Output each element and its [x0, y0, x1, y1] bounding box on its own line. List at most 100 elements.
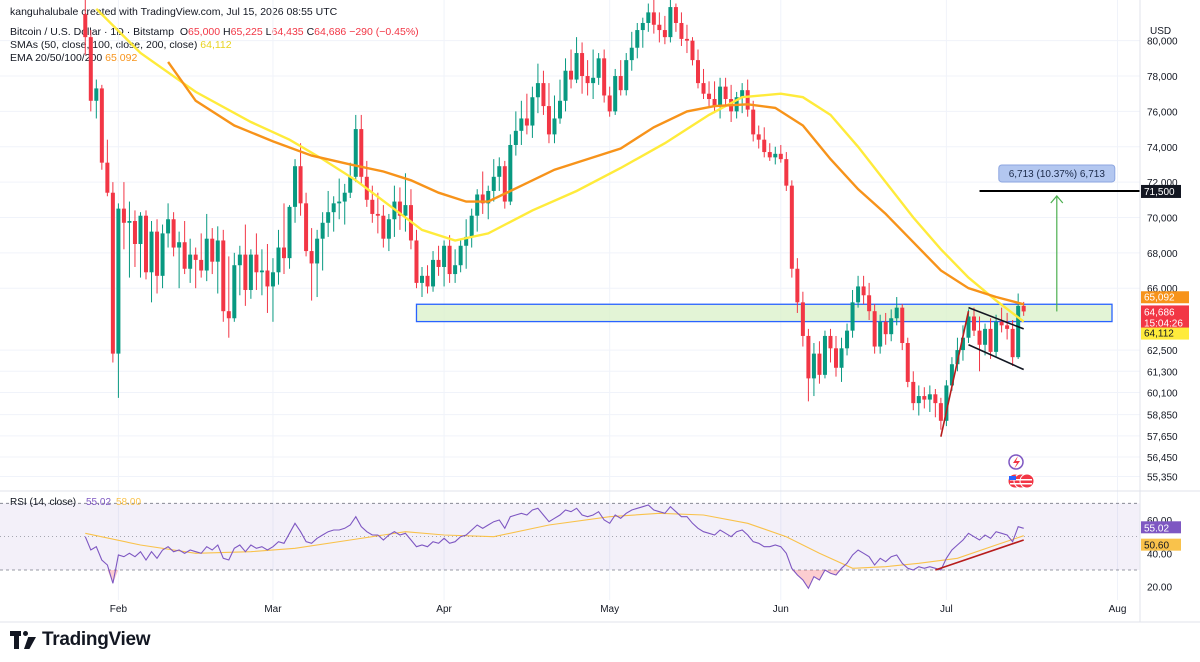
moving-averages	[95, 7, 1025, 323]
candle-body	[960, 337, 965, 351]
candle-body	[955, 350, 960, 365]
candle-body	[745, 90, 750, 110]
rsi-tick-label: 40.00	[1147, 549, 1172, 560]
candle-body	[900, 307, 905, 344]
candle-body	[546, 106, 551, 135]
candle-body	[160, 233, 165, 276]
y-tick-label: 70,000	[1147, 213, 1178, 224]
candle-body	[795, 268, 800, 303]
candle-body	[679, 22, 684, 39]
candle-body	[938, 403, 943, 421]
rsi-ma-side-text: 50.60	[1144, 541, 1169, 552]
candle-body	[972, 316, 976, 331]
tradingview-logo-icon	[10, 631, 36, 649]
candle-body	[453, 265, 458, 275]
candle-body	[585, 76, 590, 84]
candle-body	[475, 194, 480, 216]
candle-body	[541, 83, 546, 107]
candle-body	[480, 194, 485, 204]
candle-body	[442, 245, 447, 267]
candle-body	[138, 215, 143, 244]
candle-body	[894, 307, 899, 319]
ema-legend[interactable]: EMA 20/50/100/200 65,092	[10, 51, 137, 65]
candle-body	[591, 77, 596, 84]
candle-body	[552, 118, 557, 135]
candle-body	[856, 286, 861, 303]
candle-body	[171, 219, 176, 248]
candle-body	[944, 385, 949, 421]
x-tick-label: Jul	[940, 604, 953, 615]
candle-body	[828, 335, 833, 349]
candle-body	[712, 99, 717, 107]
candle-body	[469, 215, 474, 237]
candle-body	[254, 254, 259, 273]
candle-body	[149, 231, 154, 273]
y-tick-label: 66,000	[1147, 284, 1178, 295]
candle-body	[789, 185, 794, 269]
candle-body	[436, 259, 441, 267]
candle-body	[94, 88, 99, 101]
candle-body	[513, 130, 518, 145]
candle-body	[331, 203, 336, 213]
candle-body	[834, 348, 838, 368]
rsi-oversold-fill	[786, 570, 842, 589]
symbol-label: Bitcoin / U.S. Dollar · 1D · Bitstamp	[10, 26, 174, 38]
rsi-label: RSI (14, close)	[10, 497, 76, 508]
y-tick-label: 78,000	[1147, 72, 1178, 83]
x-tick-label: May	[600, 604, 619, 615]
tradingview-logo[interactable]: TradingView	[10, 629, 151, 651]
candle-body	[574, 53, 579, 80]
candle-body	[558, 100, 562, 119]
candle-body	[839, 348, 844, 368]
candle-body	[326, 212, 331, 223]
sma-legend[interactable]: SMAs (50, close, 100, close, 200, close)…	[10, 38, 232, 52]
candle-body	[304, 203, 309, 252]
candle-body	[707, 93, 712, 100]
candle-body	[613, 76, 618, 112]
candle-body	[530, 97, 535, 126]
candle-body	[232, 265, 237, 319]
candle-body	[607, 95, 612, 112]
candle-body	[193, 254, 198, 260]
candle-body	[723, 86, 728, 100]
candle-body	[199, 259, 204, 271]
candle-body	[132, 221, 137, 244]
candle-body	[580, 53, 585, 77]
candle-body	[922, 396, 927, 400]
candle-body	[524, 118, 529, 126]
candle-body	[370, 199, 375, 214]
candle-body	[144, 215, 148, 273]
y-tick-label: 68,000	[1147, 249, 1178, 260]
candle-body	[861, 286, 866, 296]
candle-body	[237, 254, 242, 266]
candle-body	[806, 335, 811, 379]
candle-body	[911, 381, 916, 404]
candle-body	[966, 316, 971, 338]
candle-body	[353, 129, 358, 177]
candle-body	[166, 219, 171, 234]
candle-body	[243, 254, 248, 290]
y-tick-label: 58,850	[1147, 411, 1178, 422]
candle-body	[822, 335, 827, 375]
candle-body	[1021, 305, 1026, 312]
candle-body	[999, 321, 1004, 326]
close-label: C	[306, 26, 315, 38]
candle-body	[121, 208, 126, 223]
rsi-divergence-line	[935, 539, 1024, 571]
candle-body	[872, 311, 877, 347]
candle-body	[927, 394, 932, 400]
candle-body	[751, 109, 756, 135]
lightning-icon[interactable]	[1008, 454, 1024, 470]
rsi-ma-line	[85, 512, 1024, 569]
us-flag-icon[interactable]	[1007, 473, 1035, 489]
candle-body	[397, 201, 402, 216]
low-label: L	[265, 26, 272, 38]
candle-body	[773, 153, 778, 158]
change-value: −290 (−0.45%)	[349, 26, 419, 38]
candle-body	[265, 270, 270, 287]
candle-body	[596, 58, 601, 78]
y-tick-label: 55,350	[1147, 473, 1178, 484]
candle-body	[177, 242, 182, 248]
candle-body	[375, 213, 380, 216]
